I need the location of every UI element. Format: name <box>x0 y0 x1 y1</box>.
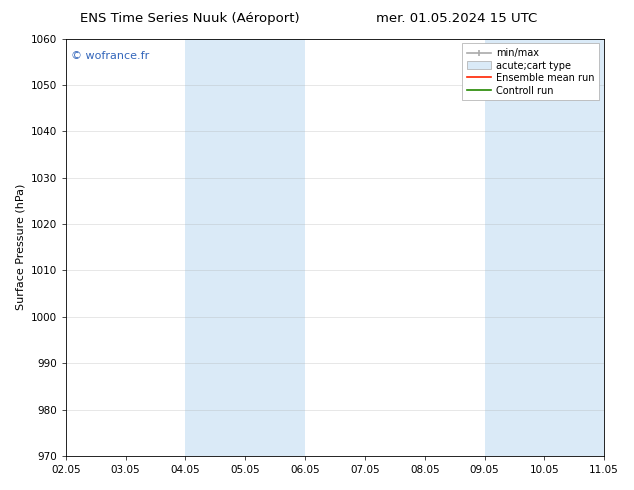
Bar <box>484 39 545 456</box>
Bar <box>186 39 245 456</box>
Text: mer. 01.05.2024 15 UTC: mer. 01.05.2024 15 UTC <box>376 12 537 25</box>
Text: © wofrance.fr: © wofrance.fr <box>71 51 150 61</box>
Bar <box>545 39 604 456</box>
Text: ENS Time Series Nuuk (Aéroport): ENS Time Series Nuuk (Aéroport) <box>81 12 300 25</box>
Bar <box>245 39 305 456</box>
Legend: min/max, acute;cart type, Ensemble mean run, Controll run: min/max, acute;cart type, Ensemble mean … <box>462 44 599 100</box>
Y-axis label: Surface Pressure (hPa): Surface Pressure (hPa) <box>15 184 25 311</box>
